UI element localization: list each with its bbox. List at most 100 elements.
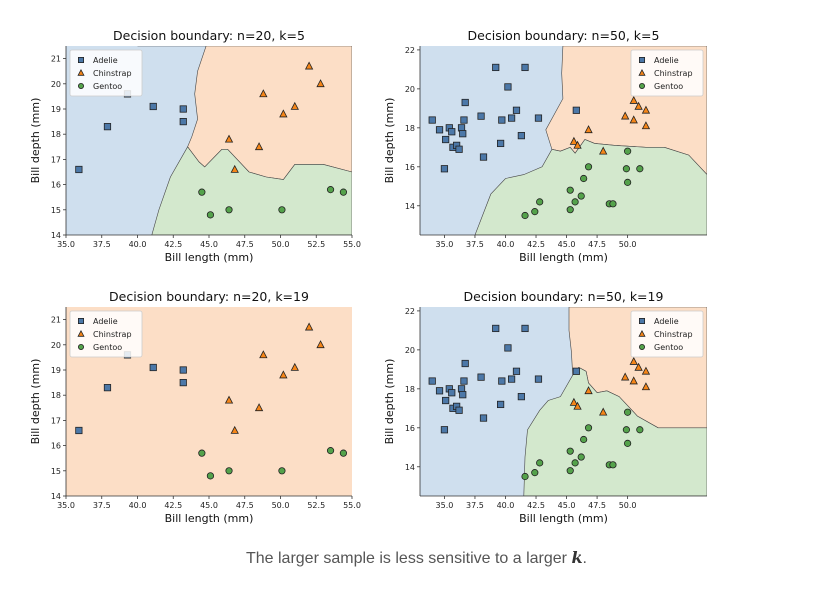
- x-tick-label: 55.0: [343, 240, 361, 249]
- x-tick-label: 47.5: [588, 501, 606, 510]
- point-gentoo: [577, 453, 585, 461]
- point-adelie: [517, 132, 525, 140]
- point-chinstrap: [259, 89, 268, 98]
- x-tick-label: 47.5: [236, 240, 254, 249]
- point-chinstrap: [304, 322, 314, 331]
- point-adelie: [457, 124, 466, 132]
- data-points: [428, 63, 651, 220]
- x-tick-label: 42.5: [164, 240, 182, 249]
- x-tick-label: 40.0: [129, 240, 147, 249]
- legend-label-adelie: Adelie: [93, 56, 118, 65]
- point-adelie: [75, 426, 83, 435]
- point-adelie: [455, 406, 463, 414]
- point-adelie: [442, 396, 450, 405]
- point-gentoo: [571, 198, 579, 206]
- point-gentoo: [624, 439, 632, 447]
- point-chinstrap: [641, 382, 651, 391]
- y-tick-label: 17: [51, 416, 61, 425]
- point-adelie: [512, 367, 521, 375]
- point-chinstrap: [641, 366, 651, 375]
- point-adelie: [479, 414, 488, 422]
- y-tick-label: 15: [51, 467, 61, 476]
- point-chinstrap: [316, 340, 325, 349]
- legend-marker-adelie: [78, 317, 85, 324]
- y-tick-label: 19: [51, 105, 61, 114]
- caption: The larger sample is less sensitive to a…: [0, 548, 833, 568]
- y-tick-label: 22: [405, 307, 415, 316]
- y-tick-label: 21: [51, 55, 61, 64]
- subplot-2: 35.0 37.5 40.0 42.5 45.0 47.5 50.0 14 16 18 20 22 De…: [383, 28, 707, 264]
- point-chinstrap: [634, 101, 643, 110]
- point-adelie: [459, 391, 467, 399]
- point-adelie: [498, 377, 506, 385]
- point-chinstrap: [573, 401, 582, 410]
- y-tick-label: 17: [51, 155, 61, 164]
- point-adelie: [428, 116, 436, 124]
- legend-marker-gentoo: [639, 343, 646, 350]
- y-tick-label: 19: [51, 366, 61, 375]
- point-adelie: [498, 116, 506, 124]
- legend: Adelie Chinstrap Gentoo: [69, 310, 143, 358]
- point-gentoo: [566, 206, 574, 214]
- legend: Adelie Chinstrap Gentoo: [630, 49, 704, 97]
- point-chinstrap: [569, 397, 579, 406]
- point-adelie: [504, 344, 512, 352]
- decision-region-gentoo: [523, 367, 707, 496]
- point-adelie: [179, 105, 187, 113]
- legend-marker-chinstrap: [77, 329, 85, 337]
- point-chinstrap: [316, 79, 325, 88]
- point-chinstrap: [621, 372, 630, 381]
- legend-marker-adelie: [78, 57, 85, 64]
- point-adelie: [179, 366, 187, 374]
- point-chinstrap: [629, 356, 638, 365]
- legend-marker-adelie: [639, 57, 646, 64]
- x-tick-label: 52.5: [307, 501, 325, 510]
- point-adelie: [459, 130, 467, 138]
- point-adelie: [461, 98, 469, 107]
- y-axis-label: Bill depth (mm): [29, 98, 42, 184]
- point-adelie: [460, 377, 468, 385]
- legend-label-gentoo: Gentoo: [654, 343, 683, 352]
- point-chinstrap: [254, 403, 264, 412]
- point-adelie: [572, 106, 580, 114]
- point-gentoo: [584, 163, 593, 171]
- point-gentoo: [531, 469, 539, 477]
- legend-marker-adelie: [639, 317, 646, 324]
- point-adelie: [512, 106, 521, 114]
- point-chinstrap: [224, 134, 234, 143]
- point-gentoo: [326, 447, 335, 455]
- point-adelie: [534, 114, 543, 122]
- point-gentoo: [609, 461, 617, 469]
- point-chinstrap: [254, 142, 264, 151]
- point-adelie: [442, 135, 450, 144]
- point-chinstrap: [230, 164, 239, 173]
- point-adelie: [460, 116, 468, 124]
- point-adelie: [448, 389, 456, 397]
- chart-title: Decision boundary: n=50, k=19: [464, 289, 664, 304]
- data-points: [75, 322, 348, 480]
- point-gentoo: [624, 408, 632, 416]
- point-adelie: [521, 324, 529, 333]
- legend-marker-chinstrap: [638, 68, 646, 76]
- point-chinstrap: [259, 350, 268, 359]
- caption-text: The larger sample is less sensitive to a…: [245, 550, 572, 567]
- point-chinstrap: [599, 407, 608, 416]
- x-tick-label: 55.0: [343, 501, 361, 510]
- point-adelie: [440, 426, 449, 434]
- x-tick-label: 45.0: [558, 501, 576, 510]
- point-chinstrap: [621, 111, 630, 120]
- point-adelie: [428, 377, 436, 385]
- legend: Adelie Chinstrap Gentoo: [630, 310, 704, 358]
- caption-variable: k: [571, 548, 583, 567]
- decision-regions: [137, 46, 352, 235]
- point-gentoo: [198, 449, 206, 457]
- y-tick-label: 20: [51, 80, 61, 89]
- x-tick-label: 45.0: [558, 240, 576, 249]
- point-adelie: [479, 153, 488, 161]
- y-tick-label: 21: [51, 316, 61, 325]
- point-chinstrap: [230, 425, 239, 434]
- data-points: [428, 324, 651, 481]
- x-tick-label: 42.5: [527, 501, 545, 510]
- point-adelie: [457, 385, 466, 393]
- y-tick-label: 16: [405, 163, 415, 172]
